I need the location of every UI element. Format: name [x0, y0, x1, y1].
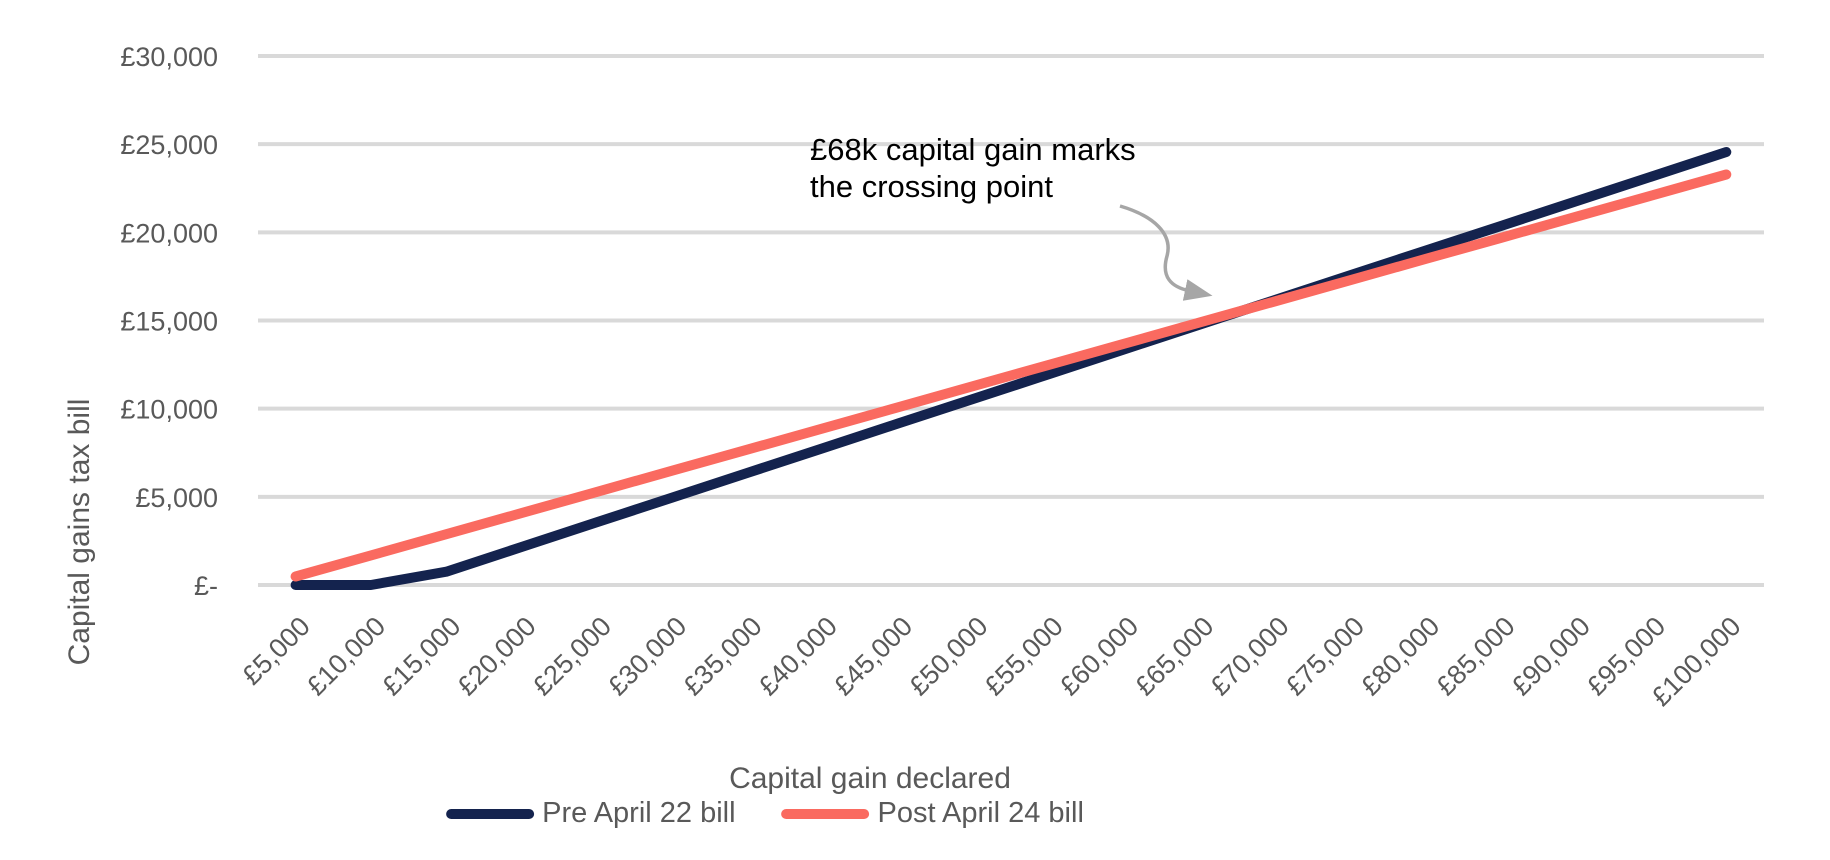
- legend-label-pre-april-22: Pre April 22 bill: [542, 797, 736, 829]
- x-axis-tick-label: £85,000: [1430, 611, 1520, 701]
- gridlines: [258, 54, 1764, 587]
- x-axis-tick-labels: £5,000£10,000£15,000£20,000£25,000£30,00…: [236, 611, 1746, 712]
- y-axis-tick-label: £30,000: [120, 42, 218, 72]
- y-axis-tick-label: £-: [194, 571, 218, 601]
- series-line-pre-april-22-bill: [290, 147, 1732, 590]
- crossing-point-annotation: £68k capital gain marks the crossing poi…: [810, 131, 1136, 205]
- x-axis-tick-label: £20,000: [452, 611, 542, 701]
- y-axis-tick-label: £20,000: [120, 218, 218, 248]
- x-axis-tick-label: £90,000: [1506, 611, 1596, 701]
- y-axis-tick-label: £15,000: [120, 307, 218, 337]
- x-axis-tick-label: £60,000: [1054, 611, 1144, 701]
- pre-april-22-line-swatch: [446, 808, 535, 819]
- x-axis-tick-label: £75,000: [1280, 611, 1370, 701]
- series-line-post-april-24-bill: [290, 169, 1732, 582]
- legend-label-post-april-24: Post April 24 bill: [877, 797, 1084, 829]
- annotation-line-2: the crossing point: [810, 169, 1053, 204]
- x-axis-tick-label: £65,000: [1129, 611, 1219, 701]
- legend: Pre April 22 bill Post April 24 bill: [446, 797, 1084, 830]
- y-axis-title: Capital gains tax bill: [63, 398, 96, 666]
- x-axis-title: Capital gain declared: [729, 762, 1011, 795]
- x-axis-tick-label: £70,000: [1205, 611, 1295, 701]
- post-april-24-line-swatch: [781, 808, 870, 819]
- x-axis-tick-label: £40,000: [753, 611, 843, 701]
- y-axis-tick-label: £25,000: [120, 130, 218, 160]
- x-axis-tick-label: £15,000: [376, 611, 466, 701]
- x-axis-tick-label: £80,000: [1355, 611, 1445, 701]
- y-axis-tick-labels: £- £5,000 £10,000 £15,000 £20,000 £25,000 £30,…: [120, 42, 218, 601]
- x-axis-tick-label: £45,000: [828, 611, 918, 701]
- legend-item-pre-april-22: Pre April 22 bill: [446, 797, 736, 830]
- y-axis-tick-label: £10,000: [120, 395, 218, 425]
- x-axis-tick-label: £10,000: [301, 611, 391, 701]
- y-axis-tick-label: £5,000: [135, 483, 218, 513]
- x-axis-tick-label: £55,000: [979, 611, 1069, 701]
- x-axis-tick-label: £35,000: [677, 611, 767, 701]
- x-axis-tick-label: £30,000: [602, 611, 692, 701]
- x-axis-tick-label: £50,000: [903, 611, 993, 701]
- annotation-arrow: [1119, 204, 1213, 301]
- x-axis-tick-label: £25,000: [527, 611, 617, 701]
- series-lines: [290, 147, 1732, 590]
- annotation-line-1: £68k capital gain marks: [810, 132, 1136, 167]
- legend-item-post-april-24: Post April 24 bill: [781, 797, 1084, 830]
